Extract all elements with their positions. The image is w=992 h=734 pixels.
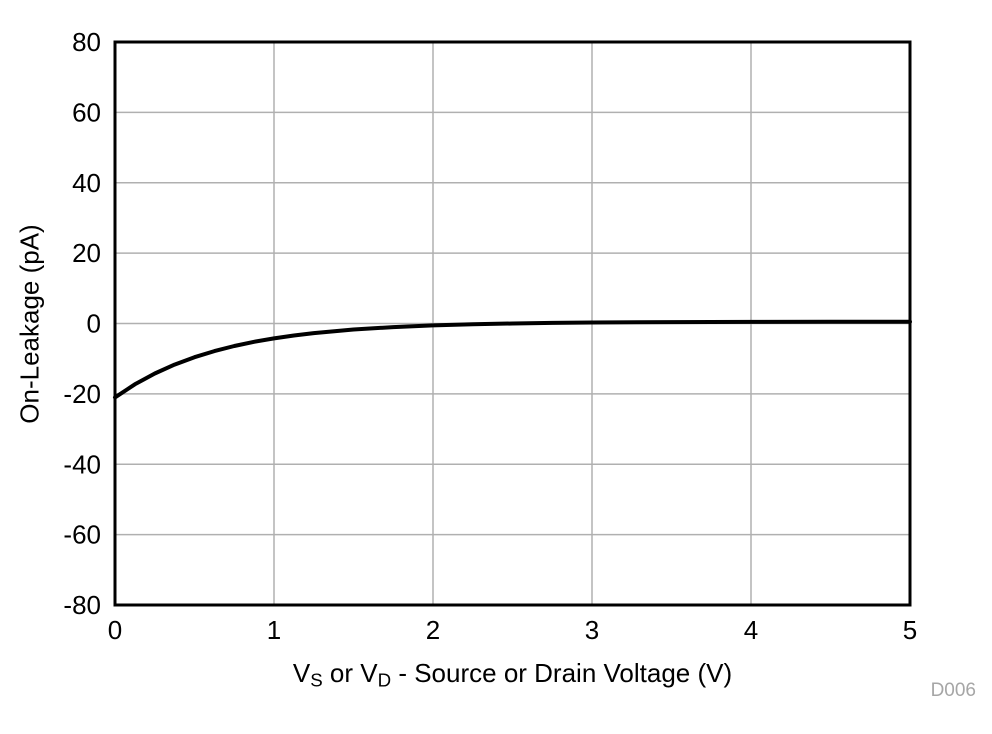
x-axis-title-mid: or V [322, 658, 378, 688]
y-tick-label: 20 [72, 238, 101, 268]
x-axis-title-sub-s: S [310, 669, 323, 691]
x-tick-label: 0 [108, 615, 122, 645]
x-axis-title-pre: V [292, 658, 311, 688]
x-tick-label: 3 [585, 615, 599, 645]
y-axis-title: On-Leakage (pA) [14, 224, 45, 424]
x-axis-title: VS or VD - Source or Drain Voltage (V) [115, 658, 910, 692]
y-tick-label: -40 [63, 449, 101, 479]
x-axis-title-post: - Source or Drain Voltage (V) [391, 658, 733, 688]
x-axis-title-sub-d: D [377, 669, 392, 691]
y-tick-label: 60 [72, 97, 101, 127]
y-tick-label: 0 [87, 309, 101, 339]
y-tick-label: -20 [63, 379, 101, 409]
figure-id-watermark: D006 [930, 680, 976, 701]
y-tick-label: -60 [63, 520, 101, 550]
x-tick-label: 1 [267, 615, 281, 645]
x-tick-label: 2 [426, 615, 440, 645]
x-tick-label: 4 [744, 615, 758, 645]
y-tick-label: -80 [63, 590, 101, 620]
y-tick-label: 40 [72, 168, 101, 198]
y-tick-label: 80 [72, 27, 101, 57]
on-leakage-curve [113, 319, 912, 400]
x-tick-label: 5 [903, 615, 917, 645]
